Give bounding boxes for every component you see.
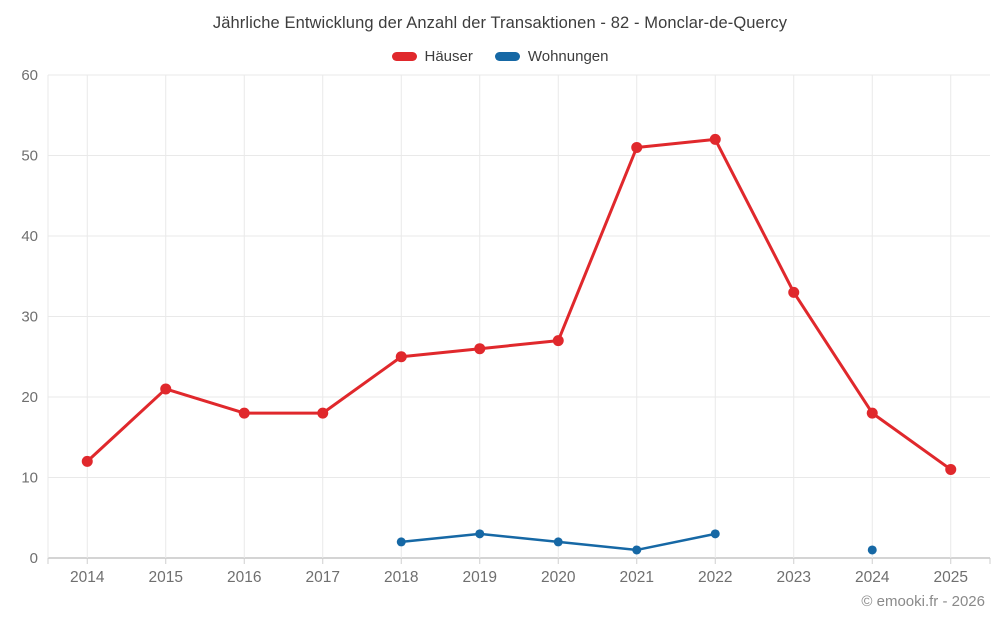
data-point[interactable]	[238, 407, 250, 419]
y-axis-tick-label: 20	[21, 389, 38, 406]
data-point[interactable]	[81, 455, 93, 467]
legend-item-haeuser[interactable]: Häuser	[391, 47, 473, 65]
legend-item-wohnungen[interactable]: Wohnungen	[494, 47, 609, 65]
x-axis-tick-label: 2024	[855, 569, 890, 586]
x-axis-tick-label: 2016	[227, 569, 261, 586]
x-axis-tick-label: 2019	[463, 569, 497, 586]
x-axis-tick-label: 2021	[620, 569, 654, 586]
x-axis-tick-label: 2022	[698, 569, 732, 586]
y-axis-tick-label: 0	[30, 550, 38, 567]
x-axis-tick-label: 2014	[70, 569, 105, 586]
wohnungen-series-marker	[494, 51, 520, 61]
data-point[interactable]	[475, 529, 485, 539]
x-axis-tick-label: 2025	[934, 569, 968, 586]
legend-label-haeuser: Häuser	[424, 47, 473, 65]
chart-title: Jährliche Entwicklung der Anzahl der Tra…	[212, 14, 788, 32]
data-point[interactable]	[709, 133, 721, 145]
data-point[interactable]	[867, 545, 877, 555]
chart-legend: Häuser Wohnungen	[0, 46, 1000, 66]
x-axis-tick-label: 2023	[777, 569, 811, 586]
haeuser-series-marker	[391, 51, 417, 61]
data-point[interactable]	[945, 463, 957, 475]
legend-label-wohnungen: Wohnungen	[527, 47, 609, 65]
data-point[interactable]	[160, 383, 172, 395]
y-axis-tick-label: 30	[21, 309, 38, 326]
data-point[interactable]	[552, 335, 564, 347]
data-point[interactable]	[788, 286, 800, 298]
data-point[interactable]	[395, 351, 407, 363]
data-point[interactable]	[317, 407, 329, 419]
data-point[interactable]	[553, 537, 563, 547]
x-axis-tick-label: 2020	[541, 569, 576, 586]
x-axis-tick-label: 2017	[306, 569, 340, 586]
y-axis-tick-label: 40	[21, 228, 38, 245]
data-point[interactable]	[631, 141, 643, 153]
data-point[interactable]	[710, 529, 720, 539]
x-axis-tick-label: 2015	[149, 569, 183, 586]
series-line-0	[85, 137, 953, 471]
x-axis-tick-label: 2018	[384, 569, 418, 586]
y-axis-tick-label: 50	[21, 148, 38, 165]
data-point[interactable]	[474, 343, 486, 355]
y-axis-tick-label: 10	[21, 470, 38, 487]
data-point[interactable]	[396, 537, 406, 547]
data-point[interactable]	[866, 407, 878, 419]
data-point[interactable]	[632, 545, 642, 555]
footer-credit: © emooki.fr - 2026	[861, 593, 985, 610]
y-axis-tick-label: 60	[21, 67, 38, 84]
